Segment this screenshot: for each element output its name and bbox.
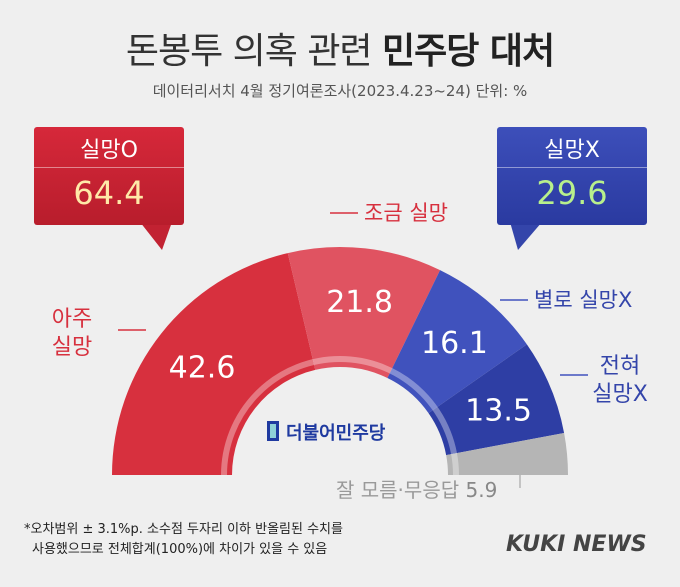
page-title: 돈봉투 의혹 관련 민주당 대처 xyxy=(0,22,680,74)
inner-ring xyxy=(221,356,459,476)
title-bold: 민주당 대처 xyxy=(382,31,555,72)
label-not-much: 별로 실망X xyxy=(534,288,632,312)
chart-value-labels: 42.6 21.8 16.1 13.5 xyxy=(169,285,532,428)
slice-value-3: 13.5 xyxy=(465,393,532,428)
label-slightly: 조금 실망 xyxy=(364,201,448,225)
chart-slices xyxy=(112,247,568,476)
footnote-line2: 사용했으므로 전체합계(100%)에 차이가 있을 수 있음 xyxy=(32,542,328,557)
label-very-line1: 아주 xyxy=(52,307,92,332)
not-disappointed-value: 29.6 xyxy=(536,174,608,212)
not-disappointed-label: 실망X xyxy=(544,138,600,163)
label-not-at-all-line2: 실망X xyxy=(592,382,648,407)
label-not-at-all-line1: 전혀 xyxy=(600,354,640,379)
party-logo-text: 더불어민주당 xyxy=(286,423,386,444)
disappointed-summary-box: 실망O 64.4 xyxy=(34,127,184,225)
blue-box-pointer xyxy=(510,222,542,250)
footnote-line1: *오차범위 ± 3.1%p. 소수점 두자리 이하 반올림된 수치를 xyxy=(24,522,343,537)
disappointed-value: 64.4 xyxy=(73,174,145,212)
label-dont-know: 잘 모름·무응답 5.9 xyxy=(336,478,497,502)
slice-value-2: 16.1 xyxy=(421,326,488,361)
label-dont-know-text: 잘 모름·무응답 xyxy=(336,478,459,502)
brand-logo: KUKI NEWS xyxy=(506,532,647,557)
slice-value-0: 42.6 xyxy=(169,351,236,386)
slice-value-1: 21.8 xyxy=(326,285,393,320)
box-divider xyxy=(34,167,184,168)
slice-1 xyxy=(287,247,441,378)
page-subtitle: 데이터리서치 4월 정기여론조사(2023.4.23~24) 단위: % xyxy=(152,82,528,100)
red-box-pointer xyxy=(140,222,172,250)
not-disappointed-summary-box: 실망X 29.6 xyxy=(497,127,647,225)
slice-3 xyxy=(428,344,565,456)
footnote: *오차범위 ± 3.1%p. 소수점 두자리 이하 반올림된 수치를 사용했으므… xyxy=(24,520,343,560)
slice-0 xyxy=(112,253,316,475)
label-dont-know-value: 5.9 xyxy=(465,478,497,502)
box-divider xyxy=(497,167,647,168)
slice-4 xyxy=(446,432,568,475)
party-logo: 더불어민주당 xyxy=(267,421,386,444)
slice-2 xyxy=(387,270,527,414)
title-normal: 돈봉투 의혹 관련 xyxy=(125,31,373,72)
disappointed-label: 실망O xyxy=(80,138,138,163)
label-very-line2: 실망 xyxy=(52,335,92,360)
